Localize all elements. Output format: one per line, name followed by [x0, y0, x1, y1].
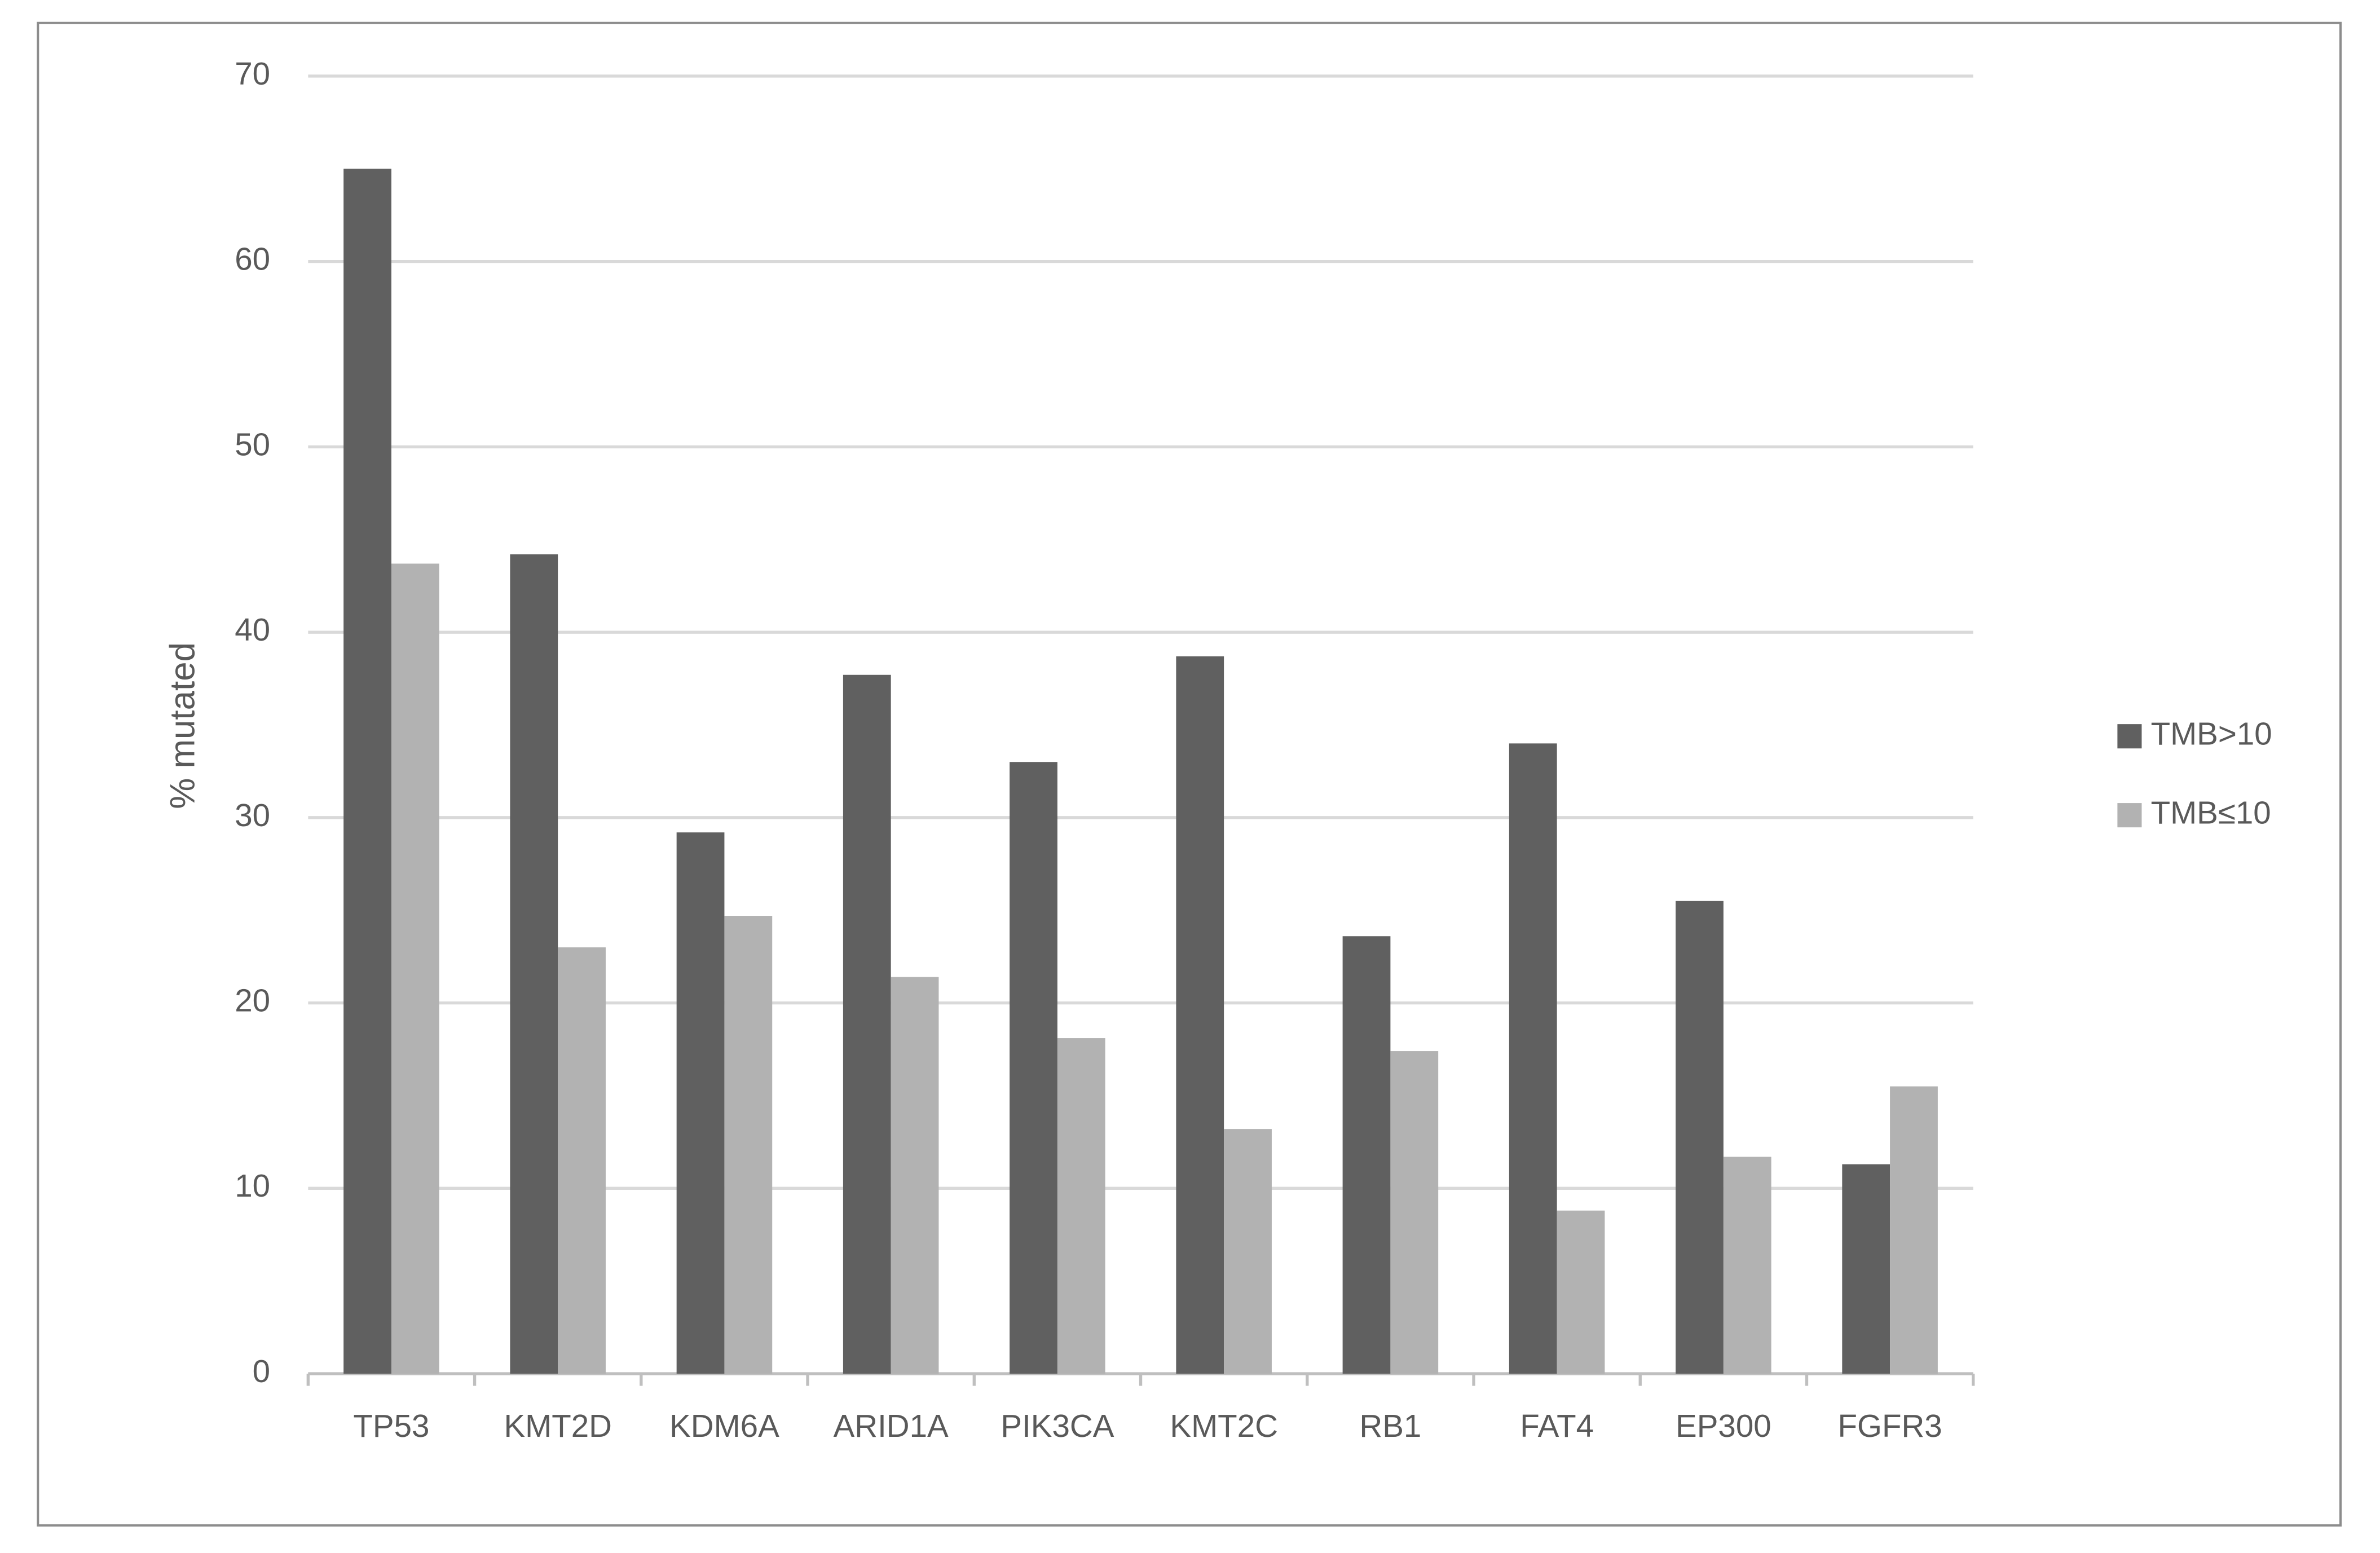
- y-tick-label: 20: [235, 983, 270, 1018]
- y-tick-label: 10: [235, 1168, 270, 1203]
- y-axis-label: % mutated: [164, 642, 202, 809]
- x-tick-label: FAT4: [1520, 1408, 1594, 1444]
- bar: [843, 674, 891, 1374]
- y-tick-label: 70: [235, 56, 270, 91]
- legend-swatch: [2117, 803, 2142, 828]
- bar: [343, 169, 391, 1374]
- bar: [676, 832, 725, 1374]
- x-tick-label: PIK3CA: [1001, 1408, 1114, 1444]
- x-tick-label: FGFR3: [1838, 1408, 1942, 1444]
- bar: [1509, 743, 1557, 1374]
- x-tick-label: EP300: [1676, 1408, 1771, 1444]
- bar: [1890, 1086, 1938, 1374]
- legend-label: TMB≤10: [2151, 795, 2271, 831]
- y-tick-label: 60: [235, 241, 270, 277]
- x-tick-label: KMT2C: [1170, 1408, 1277, 1444]
- bar: [1390, 1051, 1439, 1374]
- x-tick-label: ARID1A: [834, 1408, 949, 1444]
- y-tick-label: 40: [235, 612, 270, 647]
- bar: [724, 916, 773, 1374]
- x-tick-label: RB1: [1359, 1408, 1421, 1444]
- legend-swatch: [2117, 724, 2142, 749]
- x-tick-label: KMT2D: [504, 1408, 612, 1444]
- y-tick-label: 30: [235, 797, 270, 833]
- bar: [510, 554, 558, 1374]
- y-tick-label: 50: [235, 426, 270, 462]
- bar: [891, 977, 939, 1374]
- bar: [558, 947, 606, 1374]
- bar: [1676, 901, 1724, 1374]
- bar: [1057, 1038, 1105, 1374]
- legend-label: TMB>10: [2151, 716, 2272, 752]
- x-tick-label: KDM6A: [669, 1408, 779, 1444]
- bar: [1557, 1210, 1605, 1374]
- bar: [391, 563, 439, 1374]
- bar: [1342, 936, 1391, 1374]
- bar: [1842, 1164, 1890, 1374]
- bar: [1224, 1129, 1272, 1374]
- y-tick-label: 0: [253, 1353, 270, 1389]
- bar: [1176, 656, 1224, 1374]
- bar: [1723, 1157, 1771, 1374]
- bar: [1010, 762, 1057, 1374]
- x-tick-label: TP53: [353, 1408, 429, 1444]
